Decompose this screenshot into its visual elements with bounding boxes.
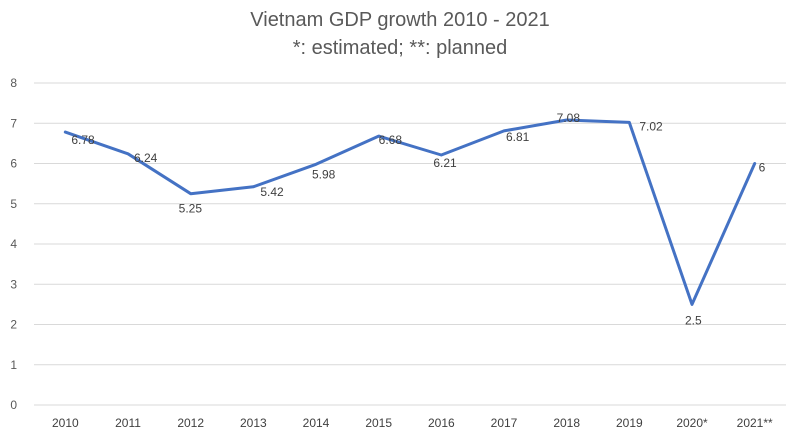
data-label: 5.42 <box>260 185 284 199</box>
x-tick-label: 2018 <box>553 416 580 430</box>
y-tick-label: 1 <box>10 358 17 372</box>
y-tick-label: 7 <box>10 116 17 130</box>
y-tick-label: 5 <box>10 197 17 211</box>
x-tick-label: 2011 <box>115 416 141 430</box>
data-label: 6.81 <box>506 130 530 144</box>
y-tick-label: 4 <box>10 237 17 251</box>
y-tick-label: 8 <box>10 76 17 90</box>
y-tick-label: 2 <box>10 318 17 332</box>
data-label: 6.24 <box>134 151 158 165</box>
x-tick-label: 2017 <box>491 416 518 430</box>
series-line <box>63 118 757 306</box>
data-label: 5.98 <box>312 167 336 181</box>
x-tick-label: 2012 <box>177 416 204 430</box>
x-tick-label: 2021** <box>737 416 773 430</box>
chart-title: Vietnam GDP growth 2010 - 2021 <box>250 9 550 31</box>
y-tick-label: 0 <box>10 398 17 412</box>
data-label: 7.08 <box>557 111 581 125</box>
data-label: 6.68 <box>379 133 403 147</box>
data-label: 6.21 <box>433 156 457 170</box>
y-tick-label: 6 <box>10 157 17 171</box>
chart-subtitle: *: estimated; **: planned <box>292 37 508 59</box>
y-tick-label: 3 <box>10 277 17 291</box>
x-tick-label: 2013 <box>240 416 267 430</box>
data-label: 5.25 <box>179 202 203 216</box>
x-tick-label: 2019 <box>616 416 643 430</box>
x-tick-label: 2010 <box>52 416 79 430</box>
data-label: 7.02 <box>639 119 663 133</box>
data-label: 6.78 <box>71 133 95 147</box>
x-tick-label: 2015 <box>365 416 392 430</box>
x-tick-label: 2016 <box>428 416 455 430</box>
x-tick-label: 2020* <box>676 416 708 430</box>
x-tick-label: 2014 <box>303 416 330 430</box>
data-label: 2.5 <box>685 313 702 327</box>
data-label: 6 <box>759 161 766 175</box>
